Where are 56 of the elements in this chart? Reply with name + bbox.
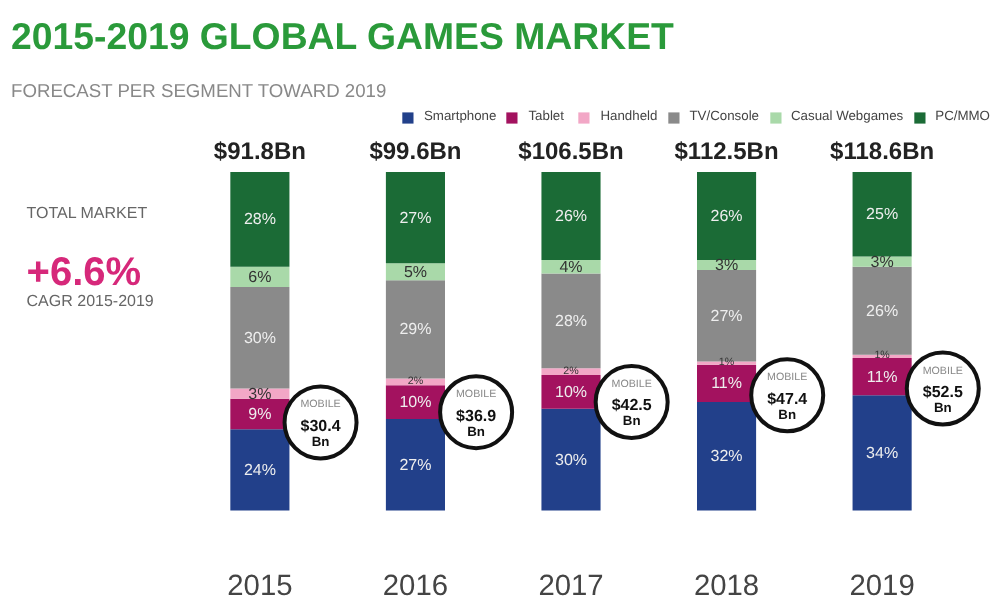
text: TOTAL MARKET	[26, 203, 148, 222]
data-label: 24%	[243, 460, 276, 479]
data-label: 25%	[866, 205, 899, 224]
text: $99.6Bn	[369, 137, 462, 166]
data-label: 6%	[248, 267, 272, 286]
bar	[230, 171, 290, 267]
x-tick-label: 2019	[849, 571, 915, 600]
text: $118.6Bn	[830, 137, 935, 166]
bar	[385, 419, 445, 511]
data-label: 27%	[399, 455, 432, 474]
data-label: 3%	[870, 252, 894, 271]
data-label: 9%	[248, 404, 272, 423]
data-label: 29%	[399, 320, 432, 339]
data-label: 11%	[866, 367, 898, 386]
bar	[385, 280, 445, 379]
bar	[852, 171, 912, 257]
bar	[697, 402, 757, 511]
x-tick-label: 2016	[382, 571, 449, 600]
bar	[541, 408, 601, 511]
bar	[541, 171, 601, 260]
x-tick-label: 2017	[538, 571, 604, 600]
bar	[230, 429, 290, 511]
data-label: 32%	[710, 447, 743, 466]
data-label: 30%	[243, 328, 276, 347]
data-label: 28%	[554, 311, 588, 330]
text: +6.6%	[26, 251, 142, 296]
data-label: 30%	[554, 450, 588, 469]
bar	[230, 287, 290, 389]
data-label: 3%	[248, 384, 272, 403]
chart-title: 2015-2019 GLOBAL GAMES MARKET	[11, 15, 676, 57]
data-label: 10%	[554, 382, 588, 401]
data-label: 26%	[866, 301, 899, 320]
x-tick-label: 2018	[693, 571, 760, 600]
data-label: 4%	[559, 257, 583, 276]
data-label: 26%	[554, 206, 588, 225]
x-tick-label: 2015	[227, 571, 293, 600]
data-label: 27%	[710, 306, 743, 325]
data-label: 11%	[711, 374, 742, 393]
bar	[697, 270, 757, 362]
text: CAGR 2015-2019	[26, 291, 155, 310]
data-label: 26%	[710, 206, 743, 225]
text: $91.8Bn	[213, 137, 306, 166]
bar	[852, 395, 912, 511]
data-label: 10%	[399, 393, 432, 412]
data-label: 5%	[403, 262, 428, 281]
data-label: 27%	[399, 208, 432, 227]
data-label: 3%	[714, 256, 739, 274]
bar	[541, 273, 601, 369]
text: $106.5Bn	[518, 137, 624, 166]
data-label: 34%	[866, 443, 899, 462]
bar	[697, 171, 757, 260]
chart-subtitle: FORECAST PER SEGMENT TOWARD 2019	[11, 81, 387, 101]
text: $112.5Bn	[674, 137, 779, 166]
data-label: 28%	[243, 210, 276, 229]
bar	[852, 266, 912, 355]
bar	[385, 171, 445, 264]
